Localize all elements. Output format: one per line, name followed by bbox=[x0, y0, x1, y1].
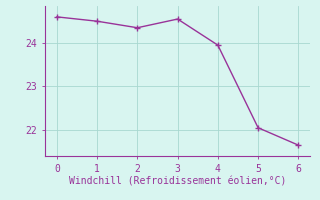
X-axis label: Windchill (Refroidissement éolien,°C): Windchill (Refroidissement éolien,°C) bbox=[69, 176, 286, 186]
